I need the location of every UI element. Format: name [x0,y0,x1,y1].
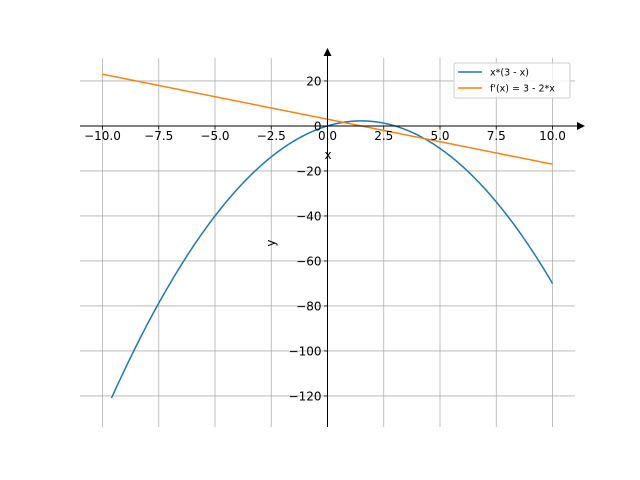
y-tick-label: −20 [296,164,321,178]
x-tick-label: 5.0 [430,129,449,143]
y-tick-label: −120 [289,389,322,403]
x-tick-label: 10.0 [539,129,566,143]
x-tick-label: 7.5 [487,129,506,143]
legend-label-0: x*(3 - x) [490,68,529,79]
y-tick-label: 0 [314,119,322,133]
ticks: −10.0 −7.5 −5.0 −2.5 0.0 2.5 5.0 7.5 10.0 20 0 −20 −… [84,74,566,403]
x-tick-label: 0.0 [318,129,337,143]
x-tick-label: −5.0 [200,129,229,143]
x-axis-label: x [324,148,331,162]
series-line-0 [110,120,554,399]
x-tick-label: −10.0 [84,129,121,143]
x-tick-label: 2.5 [374,129,393,143]
y-tick-label: −100 [289,344,322,358]
x-tick-label: −7.5 [144,129,173,143]
y-tick-label: −80 [296,299,321,313]
legend: x*(3 - x) f'(x) = 3 - 2*x [453,62,571,99]
legend-box [453,62,571,99]
y-axis-arrow [323,48,332,56]
y-axis-label: y [264,239,278,246]
legend-label-1: f'(x) = 3 - 2*x [490,84,555,95]
axes [80,48,585,427]
x-axis-arrow [577,121,585,130]
y-tick-label: −60 [296,254,321,268]
y-tick-label: 20 [306,74,321,88]
y-tick-label: −40 [296,209,321,223]
x-tick-label: −2.5 [257,129,286,143]
